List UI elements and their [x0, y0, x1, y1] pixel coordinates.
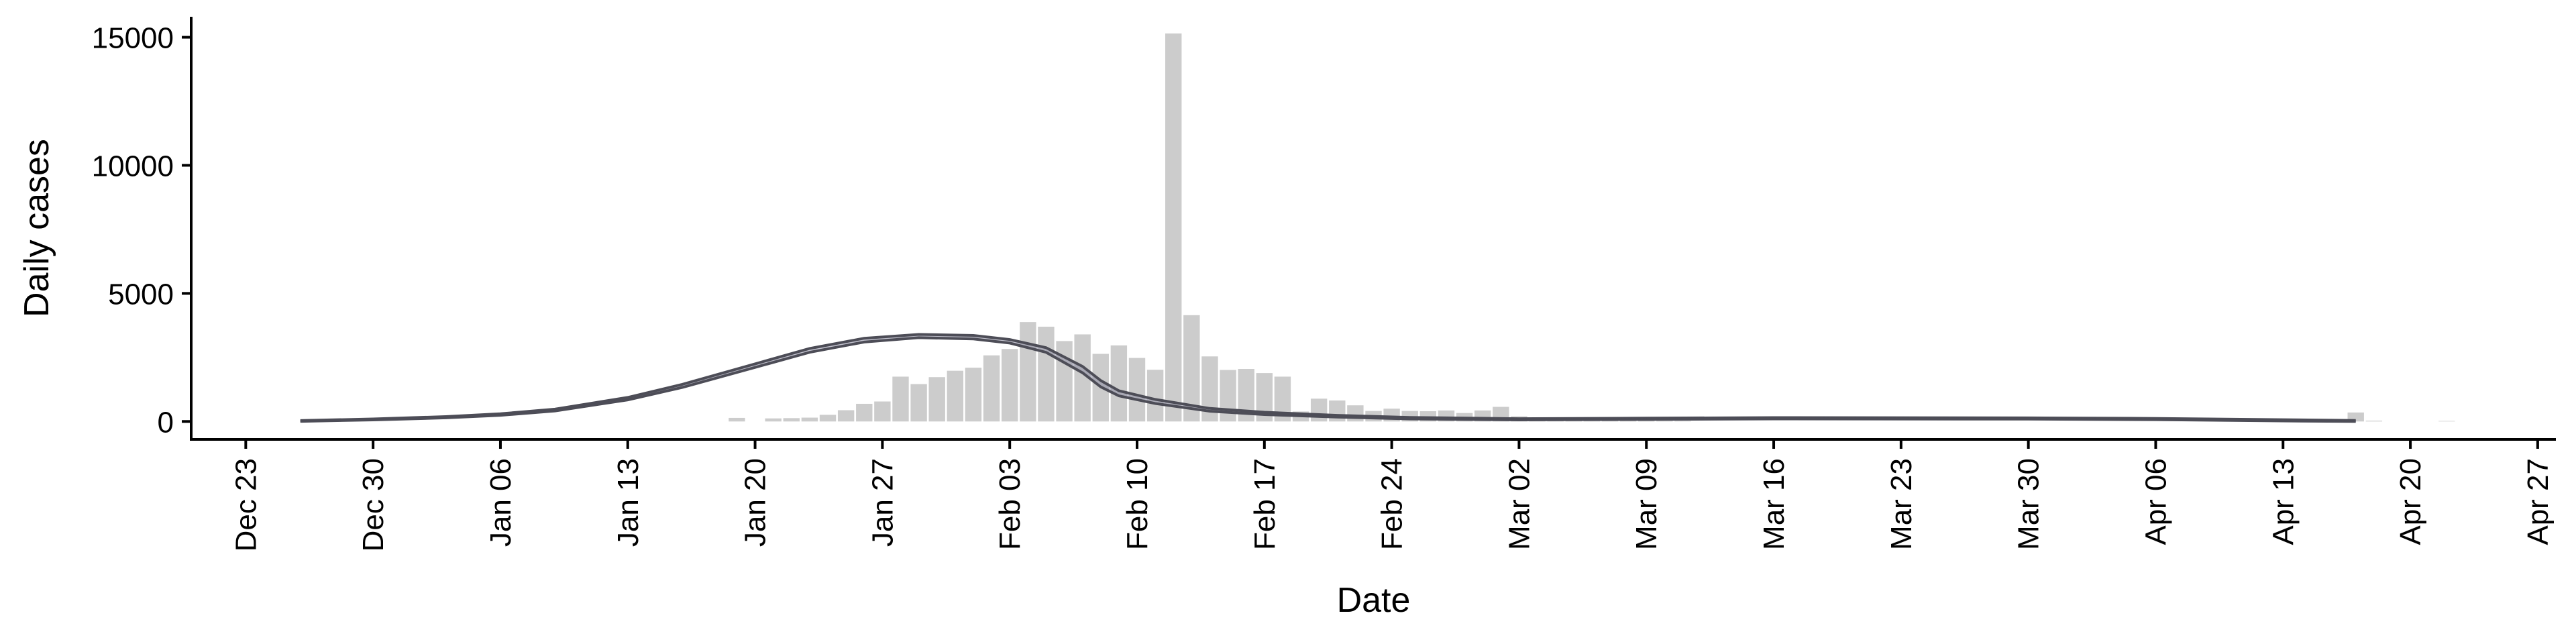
- x-tick-label-2020-04-27: Apr 27: [2522, 458, 2555, 545]
- x-tick-label-2020-01-20: Jan 20: [739, 458, 772, 547]
- bar-2020-01-19: [729, 417, 745, 422]
- bar-2020-02-05: [1038, 327, 1055, 422]
- y-tick-label-15000: 15000: [92, 22, 174, 55]
- x-tick-label-2020-01-13: Jan 13: [612, 458, 645, 547]
- x-tick-label-2020-03-02: Mar 02: [1503, 458, 1536, 550]
- x-tick-label-2019-12-30: Dec 30: [357, 458, 390, 551]
- bar-2020-01-30: [928, 377, 945, 422]
- bar-2020-03-08: [1619, 420, 1637, 422]
- axes-layer: 0 5000 10000 15000 Dec 23 Dec 30 Jan 06 Jan 13 J…: [92, 17, 2556, 551]
- fit-upper-line: [300, 333, 2356, 422]
- bar-2020-01-21: [765, 418, 782, 422]
- x-axis-title: Date: [1337, 581, 1411, 620]
- y-tick-label-5000: 5000: [108, 278, 174, 311]
- fit-lower-line: [300, 336, 2356, 423]
- x-tick-label-2019-12-23: Dec 23: [229, 458, 262, 551]
- x-tick-label-2020-03-16: Mar 16: [1758, 458, 1790, 550]
- bar-2020-01-24: [819, 415, 837, 422]
- bar-2020-01-27: [874, 401, 891, 422]
- bar-2020-02-10: [1128, 358, 1146, 422]
- x-tick-label-2020-02-10: Feb 10: [1121, 458, 1154, 550]
- bar-2020-01-28: [892, 376, 909, 422]
- fit-layer: [300, 333, 2356, 423]
- bar-2020-01-22: [783, 418, 800, 422]
- bar-2020-02-11: [1146, 370, 1164, 422]
- y-axis-title: Daily cases: [17, 139, 56, 317]
- x-tick-label-2020-04-13: Apr 13: [2267, 458, 2300, 545]
- bar-2020-02-09: [1110, 345, 1128, 422]
- x-tick-label-2020-02-17: Feb 17: [1248, 458, 1281, 550]
- y-tick-label-10000: 10000: [92, 150, 174, 182]
- bar-2020-01-23: [801, 417, 818, 422]
- x-tick-label-2020-01-06: Jan 06: [484, 458, 517, 547]
- x-tick-label-2020-02-24: Feb 24: [1376, 458, 1409, 550]
- bar-2020-04-22: [2438, 421, 2455, 422]
- x-tick-label-2020-03-30: Mar 30: [2012, 458, 2045, 550]
- x-tick-label-2020-04-06: Apr 06: [2140, 458, 2173, 545]
- bar-2020-02-03: [1001, 349, 1018, 422]
- x-tick-label-2020-03-09: Mar 09: [1630, 458, 1663, 550]
- x-tick-label-2020-04-20: Apr 20: [2394, 458, 2427, 545]
- x-tick-label-2020-02-03: Feb 03: [994, 458, 1026, 550]
- bar-2020-01-26: [856, 403, 873, 422]
- bar-2020-01-29: [910, 384, 927, 422]
- x-tick-label-2020-03-23: Mar 23: [1885, 458, 1918, 550]
- bar-2020-02-02: [983, 355, 1000, 422]
- bars-layer: [729, 33, 2455, 422]
- bar-2020-01-25: [837, 410, 855, 422]
- x-tick-label-2020-01-27: Jan 27: [866, 458, 899, 547]
- fit-band: [300, 334, 2356, 422]
- bar-2020-03-09: [1638, 420, 1655, 422]
- bar-2020-03-11: [1674, 421, 1691, 422]
- bar-2020-02-20: [1310, 398, 1328, 422]
- bar-2020-02-01: [965, 368, 982, 422]
- y-tick-label-0: 0: [158, 406, 174, 439]
- bar-2020-02-04: [1020, 322, 1036, 422]
- bar-2020-01-31: [947, 370, 964, 422]
- bar-2020-02-12: [1165, 33, 1182, 422]
